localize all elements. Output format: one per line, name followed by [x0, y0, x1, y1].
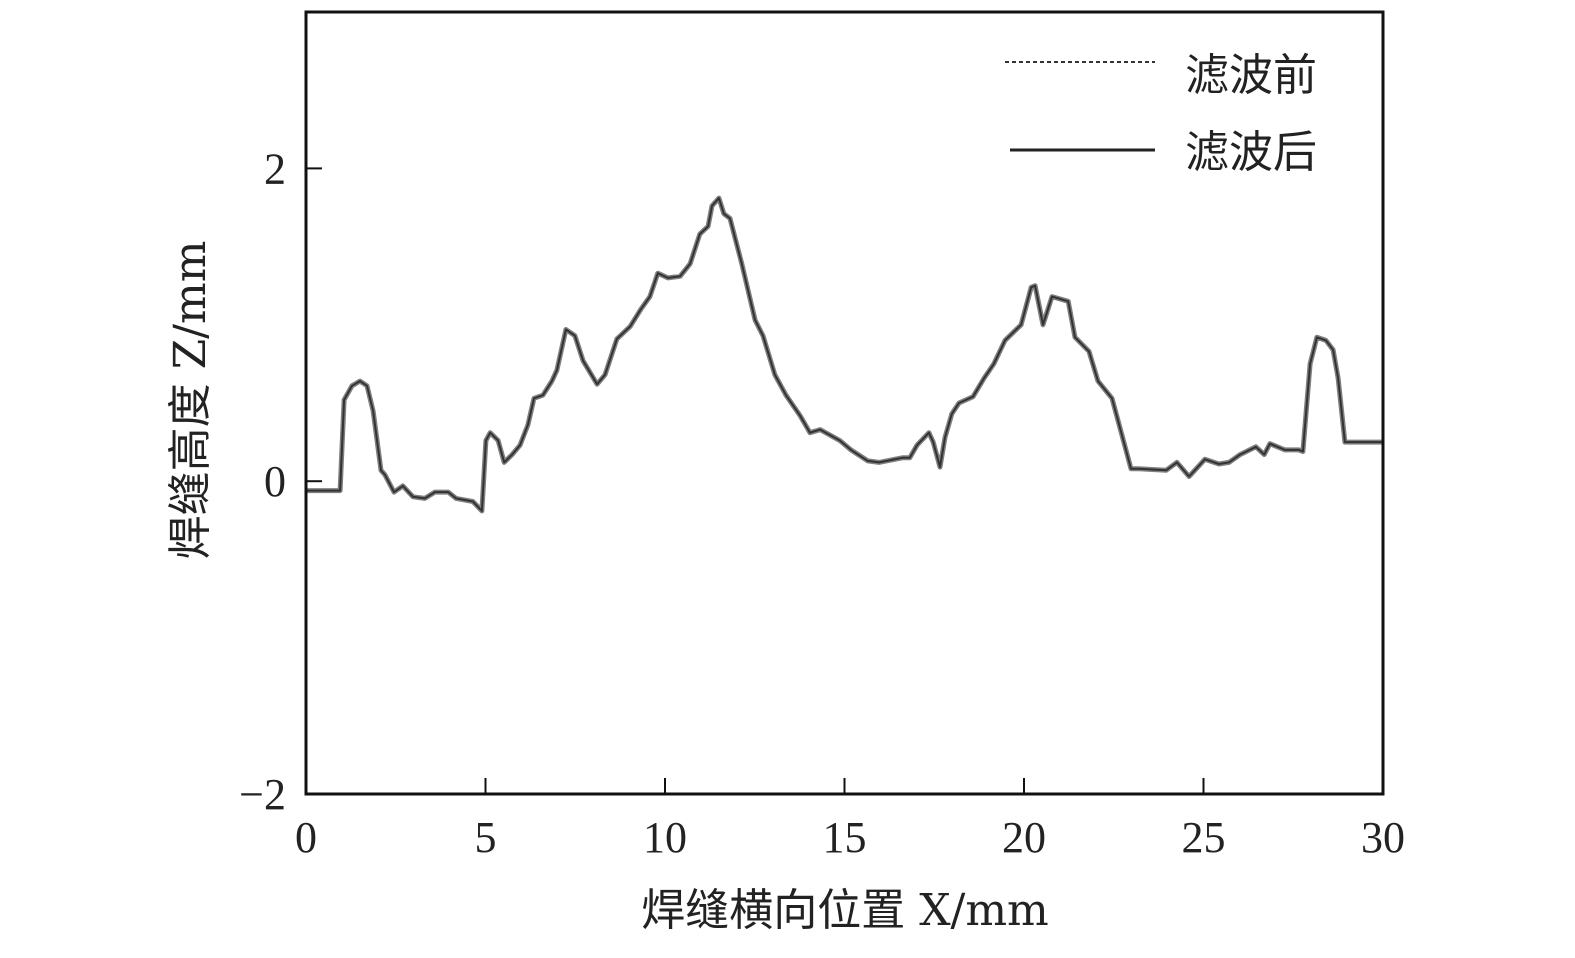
x-tick-label: 30 [1361, 813, 1405, 862]
series-layer [306, 195, 1383, 514]
y-tick-label: 0 [264, 457, 286, 506]
y-axis-title: 焊缝高度 Z/mm [165, 241, 216, 560]
x-axis-title: 焊缝横向位置 X/mm [641, 885, 1049, 936]
x-tick-label: 15 [823, 813, 867, 862]
series-line-after-filter [306, 197, 1383, 512]
x-tick-label: 5 [475, 813, 497, 862]
y-tick-label: 2 [264, 144, 286, 193]
x-tick-label: 25 [1182, 813, 1226, 862]
legend: 滤波前 滤波后 [1005, 50, 1317, 178]
legend-label-before: 滤波前 [1185, 50, 1317, 101]
x-tick-label: 10 [643, 813, 687, 862]
x-tick-label: 20 [1002, 813, 1046, 862]
y-tick-label: −2 [239, 770, 286, 819]
x-tick-label: 0 [295, 813, 317, 862]
legend-label-after: 滤波后 [1185, 127, 1317, 178]
